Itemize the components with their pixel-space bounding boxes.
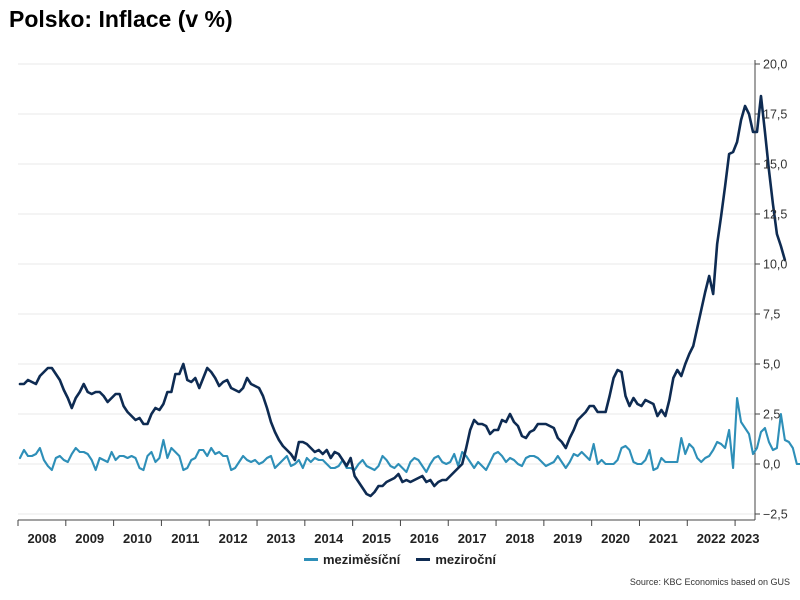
- xtick-label: 2017: [458, 531, 487, 546]
- chart-title: Polsko: Inflace (v %): [9, 6, 233, 32]
- ytick-label: 2,5: [763, 408, 780, 422]
- ytick-label: 7,5: [763, 308, 780, 322]
- xtick-label: 2008: [27, 531, 56, 546]
- grid-lines: [18, 63, 755, 515]
- xtick-label: 2021: [649, 531, 678, 546]
- legend-item-yoy[interactable]: meziroční: [416, 552, 496, 567]
- ytick-label: 20,0: [763, 58, 787, 72]
- legend-label-yoy: meziroční: [435, 552, 496, 567]
- ytick-label: −2,5: [763, 508, 788, 522]
- legend-swatch-yoy: [416, 558, 431, 561]
- series-lines: [18, 94, 800, 498]
- legend-swatch-mom: [303, 558, 318, 561]
- xtick-label: 2022: [697, 531, 726, 546]
- series-line-yoy: [18, 94, 787, 498]
- source-note: Source: KBC Economics based on GUS: [629, 577, 790, 587]
- ytick-label: 12,5: [763, 208, 787, 222]
- axes: [17, 60, 760, 526]
- xtick-label: 2010: [123, 531, 152, 546]
- xtick-label: 2015: [362, 531, 391, 546]
- series-line-mom: [18, 396, 800, 474]
- xtick-label: 2014: [314, 531, 344, 546]
- legend-label-mom: meziměsíční: [322, 552, 401, 567]
- ytick-label: 15,0: [763, 158, 787, 172]
- tick-labels: −2,5 0,0 2,5 5,0 7,5 10,0 12,5 15,0 17,5 20,0 2008…: [27, 58, 787, 547]
- xtick-label: 2016: [410, 531, 439, 546]
- xtick-label: 2023: [731, 531, 760, 546]
- legend-item-mom[interactable]: meziměsíční: [303, 552, 401, 567]
- legend: meziměsíční meziroční: [0, 552, 800, 567]
- xtick-label: 2018: [505, 531, 534, 546]
- xtick-label: 2012: [219, 531, 248, 546]
- xtick-label: 2013: [266, 531, 295, 546]
- xtick-label: 2019: [553, 531, 582, 546]
- xtick-label: 2020: [601, 531, 630, 546]
- xtick-label: 2009: [75, 531, 104, 546]
- xtick-label: 2011: [171, 531, 199, 546]
- ytick-label: 10,0: [763, 258, 787, 272]
- ytick-label: 0,0: [763, 458, 780, 472]
- ytick-label: 17,5: [763, 108, 787, 122]
- ytick-label: 5,0: [763, 358, 780, 372]
